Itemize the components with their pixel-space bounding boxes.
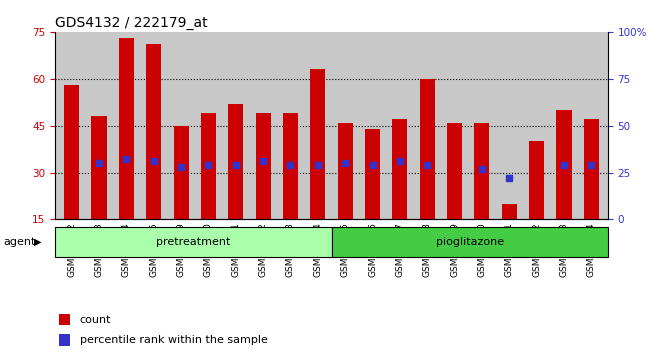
Bar xyxy=(420,79,435,266)
Bar xyxy=(64,85,79,266)
Text: agent: agent xyxy=(3,236,36,247)
Bar xyxy=(365,129,380,266)
Bar xyxy=(310,69,326,266)
Bar xyxy=(556,110,571,266)
Bar xyxy=(584,119,599,266)
Bar xyxy=(255,113,270,266)
Bar xyxy=(92,116,107,266)
Bar xyxy=(228,104,243,266)
Bar xyxy=(58,314,70,325)
Bar xyxy=(332,227,608,257)
Bar xyxy=(55,227,332,257)
Text: pretreatment: pretreatment xyxy=(156,236,231,247)
Bar xyxy=(474,122,489,266)
Text: ▶: ▶ xyxy=(34,236,42,247)
Bar xyxy=(58,334,70,346)
Bar xyxy=(337,122,353,266)
Bar xyxy=(146,44,161,266)
Text: count: count xyxy=(79,315,111,325)
Bar xyxy=(201,113,216,266)
Bar xyxy=(447,122,462,266)
Bar xyxy=(393,119,408,266)
Bar xyxy=(174,126,188,266)
Text: pioglitazone: pioglitazone xyxy=(436,236,504,247)
Text: percentile rank within the sample: percentile rank within the sample xyxy=(79,335,268,345)
Bar xyxy=(119,38,134,266)
Bar xyxy=(283,113,298,266)
Bar xyxy=(502,204,517,266)
Bar xyxy=(529,141,544,266)
Text: GDS4132 / 222179_at: GDS4132 / 222179_at xyxy=(55,16,208,30)
